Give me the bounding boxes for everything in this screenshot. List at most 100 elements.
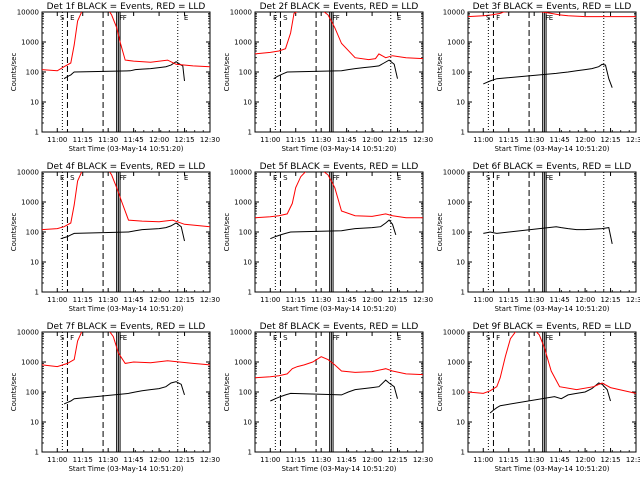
panel-5-marker-label: S — [283, 174, 288, 182]
panel-2: Det 2f BLACK = Events, RED = LLD 1 10 100 10… — [223, 2, 433, 153]
panel-5-marker-label: E — [273, 174, 277, 182]
panel-2-x-tick-label: 11:15 — [286, 136, 306, 144]
panel-1-x-tick-label: 11:45 — [124, 136, 144, 144]
panel-6-y-tick-label: 1 — [461, 289, 465, 297]
panel-5-x-axis-label: Start Time (03-May-14 10:51:20) — [281, 305, 396, 313]
panel-2-x-tick-label: 12:30 — [413, 136, 433, 144]
panel-1-marker-label: S — [60, 14, 65, 22]
panel-3-x-tick-label: 11:30 — [524, 136, 544, 144]
panel-8-y-axis-label: Counts/sec — [223, 373, 231, 412]
panel-3-y-tick-label: 100 — [452, 69, 465, 77]
panel-5-event-lines — [274, 172, 392, 292]
panel-9-y-axis-label: Counts/sec — [436, 373, 444, 412]
panel-1-y-tick-label: 1 — [35, 129, 39, 137]
panel-2-y-axis-label: Counts/sec — [223, 53, 231, 92]
panel-6-marker-label: E — [549, 174, 553, 182]
panel-4-marker-label: F — [123, 174, 127, 182]
panel-8-y-tick-label: 10000 — [230, 329, 252, 337]
panel-5-marker-label: E — [397, 174, 401, 182]
panel-8-x-axis-label: Start Time (03-May-14 10:51:20) — [281, 465, 396, 473]
panel-1-y-tick-label: 1000 — [21, 39, 39, 47]
panel-4-y-tick-label: 10 — [30, 259, 39, 267]
panel-6-x-tick-label: 12:30 — [626, 296, 640, 304]
panel-3-x-tick-label: 11:00 — [473, 136, 493, 144]
panel-9-marker-label: F — [496, 334, 500, 342]
panel-7-y-tick-label: 100 — [26, 389, 39, 397]
panel-6-event-lines — [487, 172, 605, 292]
panel-2-marker-label: E — [273, 14, 277, 22]
panel-9-series-events — [489, 382, 611, 414]
panel-1-event-lines — [61, 12, 179, 132]
panel-7: Det 7f BLACK = Events, RED = LLD 1 10 100 10… — [10, 322, 220, 473]
panel-6-x-tick-label: 11:00 — [473, 296, 493, 304]
panel-4-marker-label: E — [184, 174, 188, 182]
panel-5-y-tick-label: 100 — [239, 229, 252, 237]
panel-7-x-tick-label: 11:15 — [73, 456, 93, 464]
panel-8-event-lines — [274, 332, 392, 452]
panel-3-x-tick-label: 11:45 — [550, 136, 570, 144]
panel-9-x-axis-label: Start Time (03-May-14 10:51:20) — [494, 465, 609, 473]
panel-7-y-tick-label: 10 — [30, 419, 39, 427]
panel-2-x-axis-label: Start Time (03-May-14 10:51:20) — [281, 145, 396, 153]
panel-5-y-tick-label: 1 — [248, 289, 252, 297]
panel-6-x-tick-label: 11:45 — [550, 296, 570, 304]
panel-1-x-tick-label: 12:30 — [200, 136, 220, 144]
panel-2-y-tick-label: 1000 — [234, 39, 252, 47]
panel-6-marker-label: F — [496, 174, 500, 182]
panel-7-series-events — [63, 381, 185, 405]
panel-6-x-tick-label: 12:00 — [575, 296, 595, 304]
panel-5-y-tick-label: 10 — [243, 259, 252, 267]
panel-3-series-lld — [468, 12, 636, 18]
panel-9-y-tick-label: 1000 — [447, 359, 465, 367]
panel-1-title: Det 1f BLACK = Events, RED = LLD — [47, 2, 206, 12]
panel-8-x-tick-label: 11:00 — [260, 456, 280, 464]
panel-4-marker-label: S — [70, 174, 75, 182]
panel-1: Det 1f BLACK = Events, RED = LLD 1 10 100 10… — [10, 2, 220, 153]
panel-5-x-tick-label: 11:15 — [286, 296, 306, 304]
panel-1-y-tick-label: 10000 — [17, 9, 39, 17]
panel-8-marker-label: E — [397, 334, 401, 342]
panel-4-marker-label: F — [119, 174, 123, 182]
panel-4-x-tick-label: 11:15 — [73, 296, 93, 304]
panel-4-series-events — [60, 222, 185, 242]
panel-8-y-tick-label: 1000 — [234, 359, 252, 367]
panel-3-y-tick-label: 1 — [461, 129, 465, 137]
panel-3-x-tick-label: 12:30 — [626, 136, 640, 144]
panel-4-y-tick-label: 1000 — [21, 199, 39, 207]
panel-9-x-tick-label: 12:00 — [575, 456, 595, 464]
panel-3-y-tick-label: 10 — [456, 99, 465, 107]
panel-7-marker-label: F — [119, 334, 123, 342]
panel-4-x-tick-label: 11:30 — [98, 296, 118, 304]
panel-2-x-tick-label: 11:30 — [311, 136, 331, 144]
panel-9-y-tick-label: 10 — [456, 419, 465, 427]
panel-7-x-tick-label: 11:30 — [98, 456, 118, 464]
panel-6-x-tick-label: 12:15 — [600, 296, 620, 304]
panel-3-y-axis-label: Counts/sec — [436, 53, 444, 92]
panel-2-x-tick-label: 12:00 — [362, 136, 382, 144]
panel-6-y-axis-label: Counts/sec — [436, 213, 444, 252]
panel-4-series-lld — [42, 172, 210, 231]
panel-5-y-tick-label: 10000 — [230, 169, 252, 177]
panel-2-series-lld — [255, 12, 423, 61]
panel-8-title: Det 8f BLACK = Events, RED = LLD — [260, 322, 419, 332]
panel-4-marker-label: E — [60, 174, 64, 182]
panel-7-marker-label: F — [70, 334, 74, 342]
panel-5-x-tick-label: 11:45 — [337, 296, 357, 304]
panel-8-marker-label: E — [273, 334, 277, 342]
panel-1-series-lld — [42, 12, 210, 72]
panel-7-x-tick-label: 12:15 — [174, 456, 194, 464]
panel-4-x-tick-label: 12:30 — [200, 296, 220, 304]
panel-7-y-tick-label: 1000 — [21, 359, 39, 367]
panel-3-marker-label: F — [496, 14, 500, 22]
panel-7-x-axis-label: Start Time (03-May-14 10:51:20) — [68, 465, 183, 473]
panel-2-marker-label: F — [332, 14, 336, 22]
panel-9-title: Det 9f BLACK = Events, RED = LLD — [473, 322, 632, 332]
panel-4-x-axis-label: Start Time (03-May-14 10:51:20) — [68, 305, 183, 313]
panel-9-marker-label: F — [545, 334, 549, 342]
panel-1-x-tick-label: 12:15 — [174, 136, 194, 144]
panel-8-marker-label: F — [332, 334, 336, 342]
panel-2-y-tick-label: 1 — [248, 129, 252, 137]
panel-8-x-tick-label: 12:15 — [387, 456, 407, 464]
panel-2-series-events — [273, 59, 398, 80]
panel-3-marker-label: F — [545, 14, 549, 22]
